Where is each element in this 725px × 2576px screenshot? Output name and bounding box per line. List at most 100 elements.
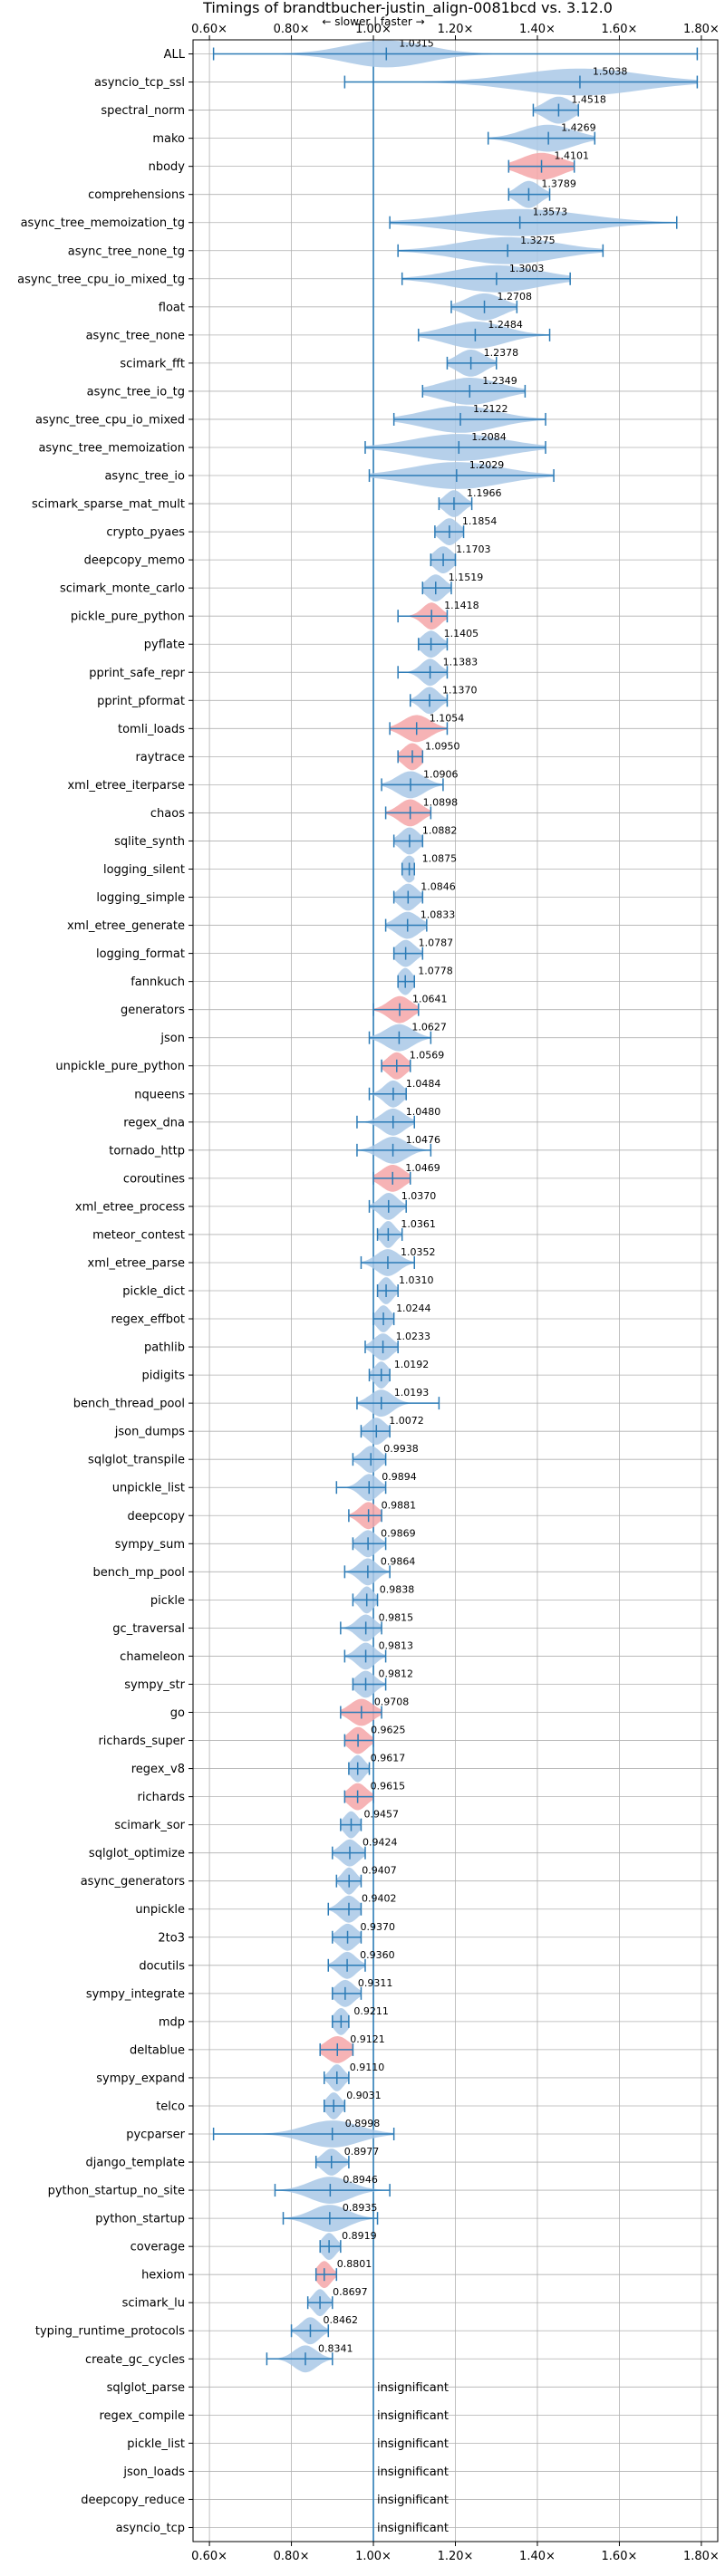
- benchmark-label: typing_runtime_protocols: [35, 2325, 185, 2339]
- benchmark-label: python_startup: [95, 2213, 185, 2226]
- value-label: 0.8801: [337, 2258, 372, 2270]
- x-tick-label-top: 1.20×: [438, 23, 474, 36]
- x-tick-label-top: 0.80×: [274, 23, 310, 36]
- x-tick-label-top: 1.60×: [602, 23, 638, 36]
- benchmark-label: async_generators: [81, 1875, 186, 1889]
- benchmark-label: async_tree_io: [104, 470, 185, 484]
- benchmark-label: ALL: [164, 48, 186, 62]
- value-label: 1.2708: [498, 291, 533, 303]
- benchmark-label: nbody: [149, 160, 186, 174]
- value-label: 0.9311: [358, 1977, 393, 1989]
- value-label: 1.0480: [406, 1106, 441, 1118]
- benchmark-label: xml_etree_process: [75, 1200, 185, 1214]
- benchmark-label: telco: [156, 2100, 185, 2113]
- value-label: 1.0361: [401, 1218, 436, 1230]
- benchmark-label: python_startup_no_site: [48, 2185, 185, 2198]
- x-tick-label-bottom: 1.60×: [602, 2550, 638, 2563]
- x-tick-label-top: 1.40×: [519, 23, 556, 36]
- benchmark-label: async_tree_cpu_io_mixed_tg: [17, 273, 185, 286]
- chart-subtitle: ← slower | faster →: [322, 15, 424, 28]
- value-label: 0.9121: [350, 2033, 385, 2045]
- value-label: 0.9838: [380, 1583, 415, 1595]
- benchmark-label: async_tree_io_tg: [87, 385, 185, 399]
- value-label: 1.4269: [561, 122, 596, 134]
- benchmark-label: async_tree_memoization: [38, 441, 185, 455]
- insignificant-label: insignificant: [377, 2465, 449, 2479]
- value-label: 0.9864: [381, 1555, 416, 1567]
- benchmark-label: tomli_loads: [118, 723, 185, 736]
- benchmark-label: unpickle_list: [112, 1482, 185, 1495]
- benchmark-label: xml_etree_parse: [88, 1256, 185, 1270]
- value-label: 1.3275: [520, 235, 556, 246]
- benchmark-label: pickle_pure_python: [71, 610, 185, 624]
- benchmark-label: unpickle: [135, 1903, 185, 1917]
- value-label: 0.9424: [362, 1837, 398, 1849]
- benchmark-label: xml_etree_generate: [67, 919, 185, 933]
- benchmark-label: asyncio_tcp: [116, 2522, 185, 2535]
- benchmark-label: sympy_sum: [115, 1538, 185, 1552]
- x-tick-label-bottom: 0.60×: [191, 2550, 227, 2563]
- value-label: 1.0641: [412, 994, 448, 1005]
- x-tick-label-bottom: 1.40×: [519, 2550, 556, 2563]
- benchmark-label: async_tree_none_tg: [68, 245, 185, 258]
- benchmark-label: deltablue: [130, 2043, 185, 2057]
- benchmark-label: pprint_pformat: [97, 695, 185, 708]
- value-label: 0.9813: [379, 1639, 414, 1651]
- value-label: 0.9938: [383, 1443, 419, 1455]
- insignificant-label: insignificant: [377, 2494, 449, 2507]
- value-label: 1.0244: [396, 1302, 431, 1314]
- value-label: 1.3573: [533, 207, 568, 218]
- value-label: 1.0898: [423, 796, 459, 808]
- value-label: 1.1703: [456, 543, 491, 555]
- insignificant-label: insignificant: [377, 2409, 449, 2423]
- value-label: 1.4101: [555, 150, 590, 162]
- benchmark-label: pathlib: [144, 1341, 185, 1355]
- value-label: 1.0846: [420, 881, 456, 893]
- benchmark-label: coroutines: [123, 1172, 185, 1186]
- value-label: 1.2484: [488, 319, 523, 331]
- benchmark-label: asyncio_tcp_ssl: [94, 76, 185, 90]
- value-label: 1.0192: [394, 1359, 430, 1370]
- benchmark-label: regex_compile: [99, 2409, 185, 2423]
- value-label: 0.9617: [371, 1753, 406, 1764]
- benchmark-label: generators: [121, 1004, 185, 1017]
- value-label: 1.1370: [442, 684, 477, 696]
- benchmark-label: mdp: [159, 2015, 185, 2029]
- value-label: 1.1405: [444, 628, 479, 639]
- value-label: 1.0476: [406, 1134, 441, 1146]
- benchmark-label: deepcopy_reduce: [81, 2494, 185, 2507]
- benchmark-label: regex_dna: [123, 1116, 185, 1129]
- value-label: 1.0310: [399, 1274, 434, 1286]
- benchmark-label: bench_thread_pool: [73, 1398, 185, 1411]
- benchmark-label: logging_silent: [103, 863, 185, 877]
- benchmark-label: scimark_lu: [122, 2297, 185, 2311]
- value-label: 1.0315: [399, 38, 434, 50]
- benchmark-label: regex_effbot: [111, 1313, 185, 1327]
- benchmark-label: float: [159, 301, 185, 314]
- value-label: 1.0906: [423, 768, 459, 780]
- value-label: 1.1054: [430, 712, 464, 724]
- benchmark-label: richards_super: [98, 1735, 185, 1748]
- benchmark-label: mako: [152, 132, 185, 146]
- benchmark-label: coverage: [130, 2241, 185, 2254]
- benchmark-label: async_tree_none: [86, 329, 185, 342]
- benchmark-label: sqlite_synth: [114, 835, 185, 849]
- value-label: 0.8998: [345, 2118, 381, 2129]
- value-label: 1.0193: [394, 1387, 430, 1399]
- value-label: 0.8462: [323, 2314, 358, 2326]
- x-tick-label-top: 1.00×: [355, 23, 392, 36]
- value-label: 0.9402: [362, 1893, 397, 1905]
- value-label: 1.2349: [482, 375, 517, 387]
- value-label: 0.8341: [318, 2342, 353, 2354]
- x-tick-label-bottom: 1.80×: [683, 2550, 720, 2563]
- value-label: 1.1383: [443, 656, 478, 668]
- value-label: 1.2029: [469, 459, 505, 471]
- value-label: 0.9615: [371, 1781, 406, 1793]
- benchmark-label: chameleon: [120, 1650, 185, 1664]
- value-label: 0.9881: [382, 1499, 417, 1511]
- value-label: 1.2378: [484, 347, 519, 359]
- benchmark-label: deepcopy_memo: [84, 554, 185, 568]
- benchmark-label: deepcopy: [127, 1510, 185, 1523]
